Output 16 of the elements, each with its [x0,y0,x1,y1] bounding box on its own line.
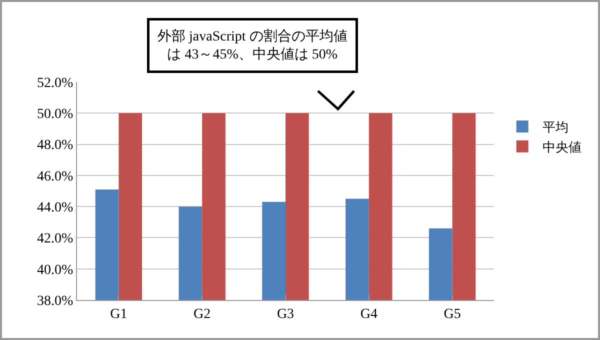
y-tick-label: 46.0% [37,169,74,184]
y-tick-label: 42.0% [37,232,74,247]
y-tick-label: 52.0% [37,76,74,91]
y-tick-label: 38.0% [37,294,74,309]
x-tick-label: G1 [110,306,128,322]
x-tick-label: G3 [276,306,294,322]
y-tick-label: 48.0% [37,138,74,154]
x-tick-label: G5 [444,306,461,322]
text: 外部 javaScript の割合の平均値は 43～45%、中央値は 50% [158,28,348,63]
legend-label: 中央値 [542,140,582,156]
x-tick-label: G4 [360,306,378,322]
y-tick-label: 44.0% [37,200,74,216]
y-tick-label: 40.0% [37,262,74,278]
legend-label: 平均 [542,120,568,136]
x-tick-label: G2 [194,306,211,322]
y-tick-label: 50.0% [37,107,74,122]
